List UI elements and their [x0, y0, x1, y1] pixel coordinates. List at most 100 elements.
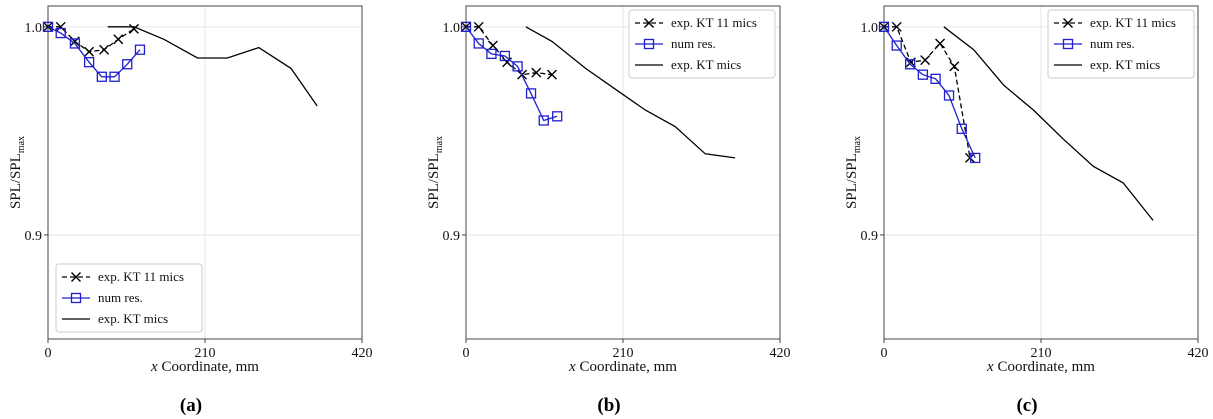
- series-solid-square: [460, 21, 563, 126]
- legend-box: [55, 263, 203, 333]
- legend-marker: [643, 38, 655, 50]
- x-tick-label: 0: [463, 346, 470, 361]
- series-line: [943, 26, 1154, 221]
- x-axis-label: x Coordinate, mm: [150, 359, 259, 375]
- data-point: [935, 38, 946, 49]
- series-solid: [525, 26, 736, 159]
- series-solid: [943, 26, 1154, 221]
- y-tick-label: 1.0: [25, 21, 43, 36]
- legend-label: exp. KT mics: [671, 57, 741, 72]
- data-point: [964, 152, 975, 163]
- data-point: [55, 27, 66, 39]
- data-point: [552, 111, 563, 122]
- x-tick-label: 210: [613, 346, 634, 361]
- data-point: [55, 21, 66, 32]
- legend-marker: [1062, 38, 1074, 50]
- data-point: [134, 44, 146, 55]
- panel-label: (c): [1016, 395, 1037, 416]
- data-point: [99, 44, 110, 55]
- legend-marker: [1063, 18, 1073, 28]
- data-point: [499, 50, 511, 62]
- data-point: [891, 21, 902, 32]
- data-point: [531, 67, 542, 78]
- legend: exp. KT 11 mics num res. exp. KT mics: [1047, 9, 1195, 79]
- legend-marker: [644, 18, 654, 28]
- y-axis-label: SPL/SPLmax: [844, 136, 863, 209]
- legend-label: num res.: [98, 290, 143, 305]
- legend-label: exp. KT mics: [1090, 57, 1160, 72]
- series-solid: [107, 26, 318, 107]
- x-axis-label: x Coordinate, mm: [986, 359, 1095, 375]
- x-tick-label: 420: [352, 346, 373, 361]
- series-line: [48, 26, 135, 53]
- legend: exp. KT 11 mics num res. exp. KT mics: [628, 9, 776, 79]
- data-point: [920, 55, 931, 66]
- legend-box: [1047, 9, 1195, 79]
- series-line: [883, 26, 976, 159]
- data-point: [943, 90, 955, 101]
- x-tick-label: 420: [770, 346, 791, 361]
- data-point: [970, 152, 981, 164]
- data-point: [502, 57, 513, 68]
- legend-box: [628, 9, 776, 79]
- y-tick-label: 1.0: [443, 21, 461, 36]
- series-solid-square: [878, 21, 981, 164]
- data-point: [917, 69, 929, 80]
- series-solid-square: [42, 21, 146, 82]
- data-point: [512, 61, 523, 72]
- data-point: [486, 48, 497, 60]
- chart-panel-1: 0 210 420 0.9 1.0 x Coordinate, mm SPL/SPLmax e…: [8, 5, 373, 416]
- series-dashed-x: [879, 21, 975, 163]
- data-point: [109, 71, 120, 82]
- data-point: [96, 71, 107, 82]
- chart-panel-2: 0 210 420 0.9 1.0 x Coordinate, mm SPL/SPLmax e…: [426, 5, 791, 416]
- legend-marker: [70, 292, 82, 304]
- data-point: [460, 21, 472, 32]
- legend-label: exp. KT 11 mics: [671, 15, 757, 30]
- series-line: [525, 26, 736, 159]
- legend-label: exp. KT mics: [98, 311, 168, 326]
- data-point: [128, 23, 139, 34]
- y-tick-label: 0.9: [443, 229, 461, 244]
- data-point: [891, 40, 902, 51]
- legend-marker: [71, 272, 81, 282]
- legend: exp. KT 11 mics num res. exp. KT mics: [55, 263, 203, 333]
- x-tick-label: 0: [45, 346, 52, 361]
- data-point: [42, 21, 54, 32]
- x-tick-label: 210: [195, 346, 216, 361]
- y-tick-label: 0.9: [861, 229, 879, 244]
- x-axis-label: x Coordinate, mm: [568, 359, 677, 375]
- data-point: [538, 115, 549, 126]
- data-point: [113, 34, 124, 45]
- data-point: [905, 59, 916, 70]
- y-tick-label: 0.9: [25, 229, 43, 244]
- series-line: [107, 26, 318, 107]
- data-point: [949, 61, 960, 72]
- x-tick-label: 420: [1188, 346, 1209, 361]
- data-point: [473, 38, 484, 49]
- y-tick-label: 1.0: [861, 21, 879, 36]
- y-axis-label: SPL/SPLmax: [426, 136, 445, 209]
- data-point: [473, 21, 484, 32]
- legend-label: exp. KT 11 mics: [1090, 15, 1176, 30]
- legend-label: exp. KT 11 mics: [98, 269, 184, 284]
- panel-label: (a): [180, 395, 202, 416]
- data-point: [83, 57, 95, 68]
- series-dashed-x: [43, 21, 139, 57]
- data-point: [546, 69, 557, 80]
- series-line: [47, 26, 141, 78]
- data-point: [487, 40, 498, 51]
- data-point: [930, 73, 941, 84]
- y-axis-label: SPL/SPLmax: [8, 136, 27, 209]
- data-point: [956, 123, 967, 134]
- data-point: [122, 59, 133, 70]
- legend-label: num res.: [671, 36, 716, 51]
- panel-label: (b): [597, 395, 620, 416]
- data-point: [525, 88, 537, 99]
- legend-label: num res.: [1090, 36, 1135, 51]
- series-dashed-x: [461, 21, 557, 80]
- x-tick-label: 0: [881, 346, 888, 361]
- chart-panel-3: 0 210 420 0.9 1.0 x Coordinate, mm SPL/SPLmax e…: [844, 5, 1209, 416]
- data-point: [84, 46, 95, 57]
